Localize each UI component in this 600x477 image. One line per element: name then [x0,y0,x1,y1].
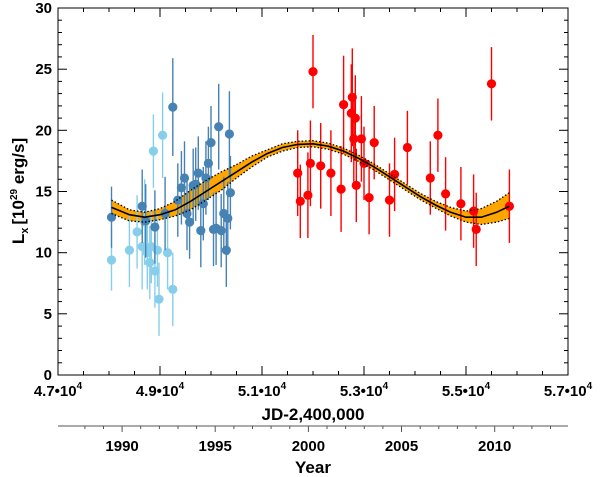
y-tick-label: 5 [44,306,52,323]
light-blue-data-point [150,266,160,276]
steel-blue-data-point [168,102,178,112]
y-axis-title-sub: x [19,227,31,234]
light-blue-data-point [145,257,155,268]
year-tick-label: 1990 [105,438,138,455]
year-axis-title: Year [295,458,331,477]
red-data-point [384,195,395,205]
steel-blue-data-point [206,138,216,148]
light-blue-data-point [158,130,168,140]
red-data-point [504,201,514,211]
x-tick-label: 5.3•104 [340,381,389,400]
y-tick-label: 20 [35,122,52,139]
year-tick-label: 2000 [292,438,325,455]
year-axis-layer: 1990 1995 2000 2005 2010 [84,426,551,455]
y-tick-label: 10 [35,245,52,262]
red-data-point [456,199,466,209]
year-tick-label: 2005 [385,438,418,455]
x-tick-label: 4.9•104 [136,381,185,400]
y-axis-title-main: L [9,234,28,244]
steel-blue-data-point [214,122,224,132]
steel-blue-data-point [179,173,190,183]
y-axis-title-exp: 29 [9,188,20,200]
y-axis-title: Lx [1029 erg/s] [9,138,31,244]
x-tick-label: 4.7•104 [34,381,83,400]
axis-ticks-layer: 4.7•104 4.9•104 5.1•104 5.3•104 5.5•104 5.7•1… [34,0,593,400]
steel-blue-data-point [106,212,117,222]
red-data-point [308,67,318,77]
steel-blue-data-point [225,188,235,198]
red-data-point [316,161,326,171]
y-tick-label: 30 [35,0,52,17]
steel-blue-data-point [193,168,203,178]
red-data-point [336,184,346,194]
steel-blue-data-point [196,226,206,236]
model-band-upper-edge [111,140,510,213]
light-blue-data-point [148,146,158,156]
red-data-point [295,196,305,206]
x-tick-label: 5.1•104 [238,381,287,400]
light-blue-data-point [106,255,117,265]
light-blue-data-point [168,284,178,294]
red-data-point [364,193,374,203]
red-data-point [339,100,349,110]
steel-blue-data-point [150,222,160,232]
light-blue-data-point [163,248,173,258]
data-points-layer [106,34,514,336]
red-data-point [441,189,451,199]
steel-blue-data-point [224,129,234,139]
light-blue-data-point [152,245,162,255]
x-tick-label: 5.5•104 [442,381,491,400]
red-data-point [369,138,379,148]
red-data-point [351,180,361,190]
red-data-point [402,142,412,153]
y-tick-label: 25 [35,61,52,78]
model-curve-layer [111,140,510,226]
steel-blue-data-point [176,183,186,193]
red-data-point [305,158,315,168]
red-data-point [471,224,481,234]
model-band-lower-edge [111,146,510,226]
x-tick-label: 5.7•104 [544,381,593,400]
red-data-point [303,190,313,200]
red-data-point [349,134,359,144]
model-curve-line [111,142,510,219]
y-tick-label: 0 [44,367,52,384]
steel-blue-data-point [185,217,195,227]
red-data-point [326,168,336,178]
x-axis-title: JD-2,400,000 [261,405,364,424]
red-data-point [433,130,443,140]
red-data-point [425,173,435,183]
light-blue-data-point [154,294,164,304]
red-data-point [486,79,497,89]
red-data-point [390,169,400,179]
year-tick-label: 1995 [199,438,232,455]
steel-blue-data-point [137,201,147,211]
red-data-point [359,158,369,168]
steel-blue-data-point [221,245,231,255]
light-blue-data-point [132,227,142,237]
light-blue-data-point [124,245,134,255]
steel-blue-data-point [141,216,151,226]
red-data-point [350,113,360,123]
year-tick-label: 2010 [478,438,511,455]
y-axis-title-bracket: [10 [9,200,28,225]
y-axis-title-rest: erg/s] [9,138,28,189]
y-tick-label: 15 [35,184,52,201]
